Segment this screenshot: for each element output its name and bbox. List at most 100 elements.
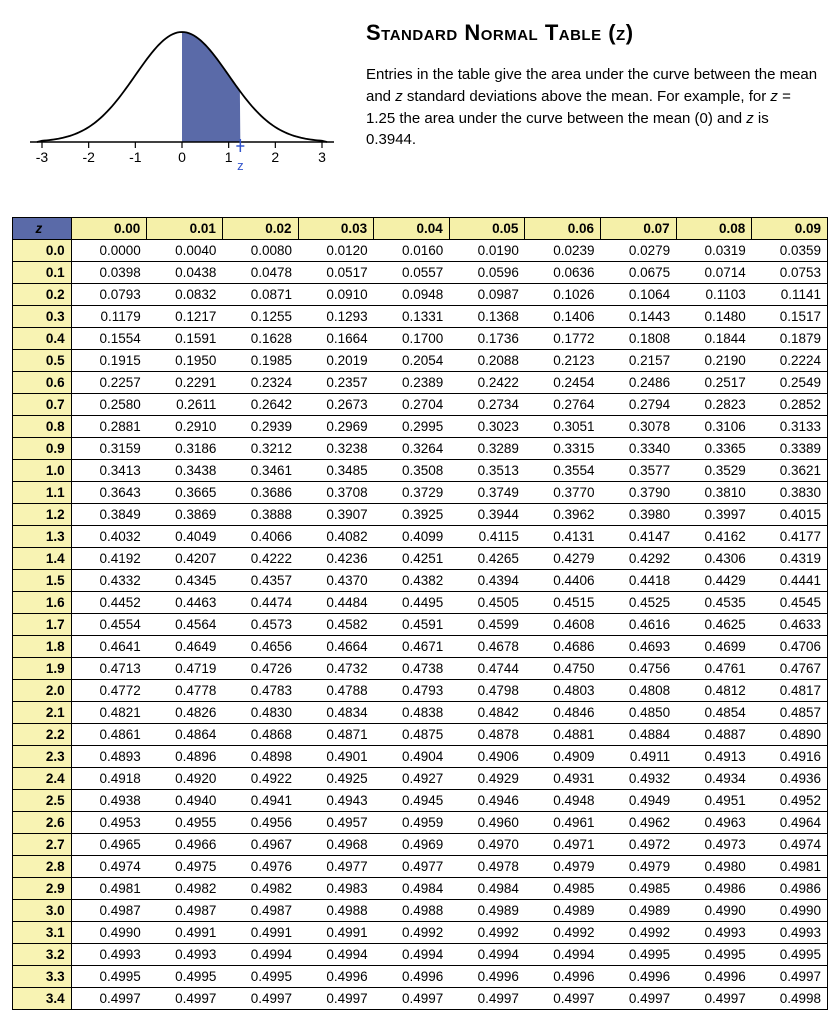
row-header: 0.2: [13, 284, 72, 306]
table-cell: 0.4641: [71, 636, 147, 658]
row-header: 1.7: [13, 614, 72, 636]
table-cell: 0.4236: [298, 548, 374, 570]
table-cell: 0.4834: [298, 702, 374, 724]
table-cell: 0.4808: [601, 680, 677, 702]
table-cell: 0.4890: [752, 724, 828, 746]
table-cell: 0.2389: [374, 372, 450, 394]
table-cell: 0.4986: [676, 878, 752, 900]
table-cell: 0.4357: [222, 570, 298, 592]
table-cell: 0.4131: [525, 526, 601, 548]
table-cell: 0.4015: [752, 504, 828, 526]
table-cell: 0.3186: [147, 438, 223, 460]
table-cell: 0.3869: [147, 504, 223, 526]
table-cell: 0.4964: [752, 812, 828, 834]
table-row: 1.70.45540.45640.45730.45820.45910.45990…: [13, 614, 828, 636]
row-header: 2.7: [13, 834, 72, 856]
table-cell: 0.2734: [449, 394, 525, 416]
table-cell: 0.4953: [71, 812, 147, 834]
table-cell: 0.3686: [222, 482, 298, 504]
table-cell: 0.4812: [676, 680, 752, 702]
table-cell: 0.2939: [222, 416, 298, 438]
table-cell: 0.4878: [449, 724, 525, 746]
table-cell: 0.4977: [298, 856, 374, 878]
col-header: 0.05: [449, 218, 525, 240]
table-cell: 0.4292: [601, 548, 677, 570]
row-header: 1.9: [13, 658, 72, 680]
table-row: 2.70.49650.49660.49670.49680.49690.49700…: [13, 834, 828, 856]
table-cell: 0.4913: [676, 746, 752, 768]
description-text: Entries in the table give the area under…: [366, 64, 818, 151]
table-row: 0.40.15540.15910.16280.16640.17000.17360…: [13, 328, 828, 350]
table-row: 0.20.07930.08320.08710.09100.09480.09870…: [13, 284, 828, 306]
table-cell: 0.0438: [147, 262, 223, 284]
table-cell: 0.4664: [298, 636, 374, 658]
row-header: 0.8: [13, 416, 72, 438]
table-cell: 0.0675: [601, 262, 677, 284]
table-cell: 0.4429: [676, 570, 752, 592]
table-cell: 0.0987: [449, 284, 525, 306]
table-cell: 0.4484: [298, 592, 374, 614]
table-cell: 0.3315: [525, 438, 601, 460]
table-cell: 0.4993: [71, 944, 147, 966]
table-cell: 0.4977: [374, 856, 450, 878]
table-cell: 0.4995: [676, 944, 752, 966]
table-cell: 0.2357: [298, 372, 374, 394]
table-row: 0.60.22570.22910.23240.23570.23890.24220…: [13, 372, 828, 394]
table-cell: 0.2157: [601, 350, 677, 372]
table-cell: 0.4909: [525, 746, 601, 768]
col-header: 0.03: [298, 218, 374, 240]
table-cell: 0.4984: [449, 878, 525, 900]
table-cell: 0.2852: [752, 394, 828, 416]
table-cell: 0.1026: [525, 284, 601, 306]
table-cell: 0.4732: [298, 658, 374, 680]
table-cell: 0.3365: [676, 438, 752, 460]
row-header: 0.1: [13, 262, 72, 284]
table-cell: 0.4920: [147, 768, 223, 790]
table-cell: 0.4997: [298, 988, 374, 1010]
table-cell: 0.4986: [752, 878, 828, 900]
row-header: 0.6: [13, 372, 72, 394]
table-body: 0.00.00000.00400.00800.01200.01600.01900…: [13, 240, 828, 1010]
row-header: 0.3: [13, 306, 72, 328]
table-cell: 0.0636: [525, 262, 601, 284]
table-cell: 0.0239: [525, 240, 601, 262]
table-row: 2.90.49810.49820.49820.49830.49840.49840…: [13, 878, 828, 900]
table-cell: 0.4993: [676, 922, 752, 944]
table-cell: 0.4996: [298, 966, 374, 988]
svg-text:1: 1: [225, 149, 233, 165]
table-cell: 0.4904: [374, 746, 450, 768]
table-cell: 0.4994: [374, 944, 450, 966]
table-cell: 0.4898: [222, 746, 298, 768]
table-cell: 0.4778: [147, 680, 223, 702]
col-header: 0.08: [676, 218, 752, 240]
table-cell: 0.3023: [449, 416, 525, 438]
table-cell: 0.4929: [449, 768, 525, 790]
table-cell: 0.4887: [676, 724, 752, 746]
table-cell: 0.4982: [147, 878, 223, 900]
table-cell: 0.4963: [676, 812, 752, 834]
table-cell: 0.3944: [449, 504, 525, 526]
table-cell: 0.0478: [222, 262, 298, 284]
table-cell: 0.2580: [71, 394, 147, 416]
table-cell: 0.4850: [601, 702, 677, 724]
normal-curve-icon: -3-2-10123z: [22, 12, 342, 172]
table-cell: 0.4992: [525, 922, 601, 944]
col-header-z: z: [13, 218, 72, 240]
row-header: 1.3: [13, 526, 72, 548]
table-cell: 0.0948: [374, 284, 450, 306]
table-cell: 0.3810: [676, 482, 752, 504]
table-cell: 0.1736: [449, 328, 525, 350]
table-cell: 0.4515: [525, 592, 601, 614]
row-header: 0.7: [13, 394, 72, 416]
table-row: 1.60.44520.44630.44740.44840.44950.45050…: [13, 592, 828, 614]
row-header: 3.2: [13, 944, 72, 966]
table-cell: 0.2969: [298, 416, 374, 438]
table-cell: 0.4968: [298, 834, 374, 856]
table-cell: 0.3159: [71, 438, 147, 460]
table-cell: 0.1628: [222, 328, 298, 350]
row-header: 2.9: [13, 878, 72, 900]
table-cell: 0.4997: [147, 988, 223, 1010]
table-cell: 0.4992: [601, 922, 677, 944]
table-cell: 0.1331: [374, 306, 450, 328]
table-cell: 0.4649: [147, 636, 223, 658]
